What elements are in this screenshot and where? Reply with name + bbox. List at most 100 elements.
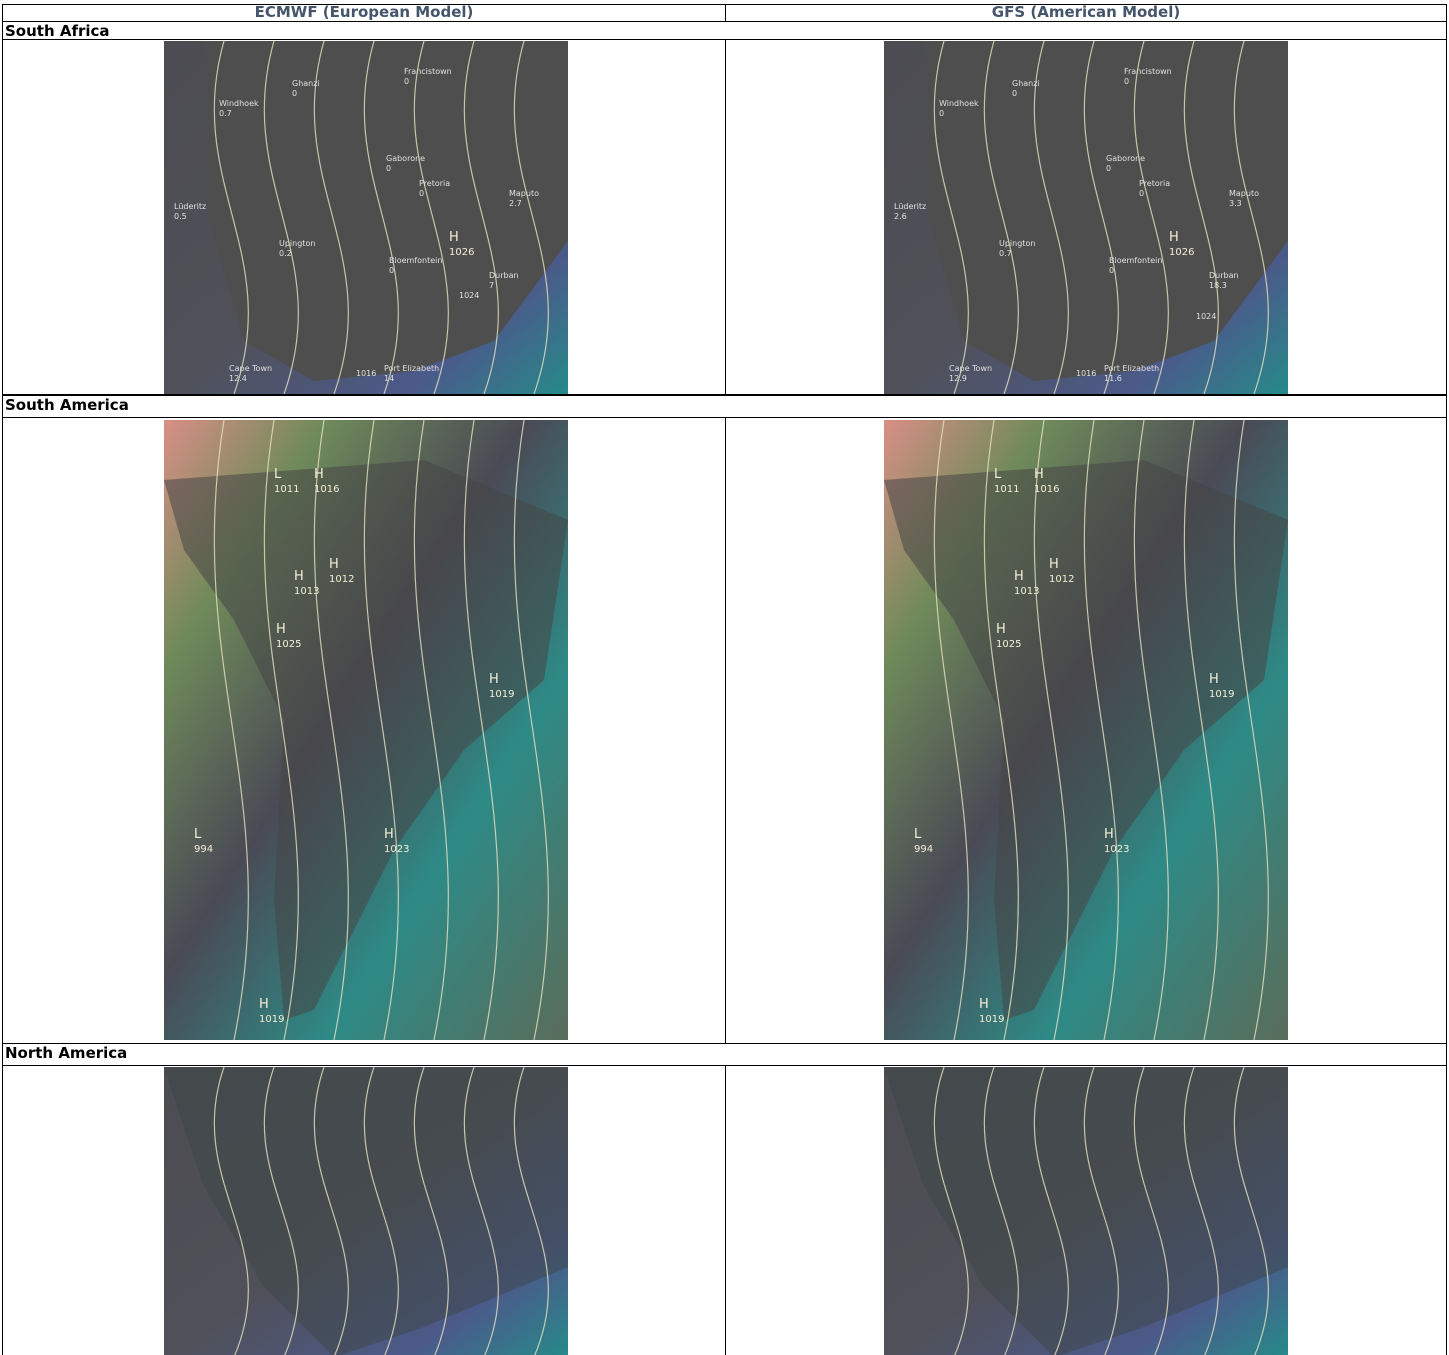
map-label: H xyxy=(996,622,1006,637)
isobar xyxy=(513,1067,549,1355)
header-cell: ECMWF (European Model) xyxy=(2,4,726,22)
map-label: Lüderitz xyxy=(894,202,926,211)
map-label: H xyxy=(1209,672,1219,687)
isobar xyxy=(213,1067,249,1355)
map-label: 1016 xyxy=(1076,369,1096,378)
isobar xyxy=(263,420,299,1040)
map-label: 1013 xyxy=(294,586,319,597)
isobar xyxy=(263,1067,299,1355)
isobar xyxy=(463,1067,499,1355)
isobar xyxy=(1183,41,1219,394)
map-label: Bloemfontein xyxy=(1109,256,1162,265)
isobar xyxy=(983,1067,1019,1355)
map-label: 1024 xyxy=(1196,312,1216,321)
map-label: 0.5 xyxy=(174,212,187,221)
map-label: H xyxy=(276,622,286,637)
isobar xyxy=(313,1067,349,1355)
map-label: 2.6 xyxy=(894,212,907,221)
map-label: 1011 xyxy=(274,484,299,495)
map-label: 1016 xyxy=(314,484,339,495)
isobar xyxy=(1183,1067,1219,1355)
isobar xyxy=(213,41,249,394)
map-label: L xyxy=(914,827,922,842)
map-label: H xyxy=(1014,569,1024,584)
map-label: Bloemfontein xyxy=(389,256,442,265)
map-label: 3.3 xyxy=(1229,199,1242,208)
isobar xyxy=(363,1067,399,1355)
map-label: Pretoria xyxy=(419,179,450,188)
weather-map: Windhoek0Ghanzi0Francistown0Gaborone0Pre… xyxy=(884,41,1288,394)
land xyxy=(924,41,1288,381)
weather-map: L 1011 H 1016 H 1012 H 1013 H 1025 H 1019 L 994 H 1023 H… xyxy=(164,420,568,1040)
isobar xyxy=(1083,1067,1119,1355)
map-label: 1025 xyxy=(276,639,301,650)
weather-map xyxy=(164,1067,568,1355)
map-label: Maputo xyxy=(509,189,539,198)
map-label: H xyxy=(1104,827,1114,842)
map-label: 1013 xyxy=(1014,586,1039,597)
isobar xyxy=(263,41,299,394)
map-label: 0 xyxy=(1124,77,1129,86)
map-label: 1019 xyxy=(1209,689,1234,700)
map-label: Durban xyxy=(1209,271,1239,280)
isobar xyxy=(1083,41,1119,394)
map-label: 12.9 xyxy=(949,374,967,383)
header-cell: GFS (American Model) xyxy=(725,4,1447,22)
map-label: 1023 xyxy=(384,844,409,855)
map-label: 1011 xyxy=(994,484,1019,495)
map-label: 1026 xyxy=(449,247,474,258)
map-label: 0 xyxy=(1139,189,1144,198)
map-label: 1025 xyxy=(996,639,1021,650)
map-label: H xyxy=(489,672,499,687)
map-label: 12.4 xyxy=(229,374,247,383)
isobar xyxy=(513,420,549,1040)
map-label: Francistown xyxy=(404,67,452,76)
isobar xyxy=(313,41,349,394)
isobar xyxy=(413,41,449,394)
map-label: 0 xyxy=(292,89,297,98)
map-label: 994 xyxy=(194,844,213,855)
isobar xyxy=(1233,1067,1269,1355)
isobar xyxy=(1133,420,1169,1040)
map-label: 0 xyxy=(389,266,394,275)
map-label: H xyxy=(294,569,304,584)
image-cell xyxy=(725,39,1447,395)
map-label: Maputo xyxy=(1229,189,1259,198)
weather-map xyxy=(884,1067,1288,1355)
map-label: Francistown xyxy=(1124,67,1172,76)
isobar xyxy=(1033,1067,1069,1355)
isobar xyxy=(513,41,549,394)
map-label: 1019 xyxy=(979,1014,1004,1025)
isobar xyxy=(983,420,1019,1040)
map-label: 1012 xyxy=(329,574,354,585)
map-label: 1026 xyxy=(1169,247,1194,258)
region-row: North America xyxy=(2,1043,1447,1066)
map-label: 1023 xyxy=(1104,844,1129,855)
map-label: H xyxy=(979,997,989,1012)
isobar xyxy=(363,420,399,1040)
isobar xyxy=(1133,41,1169,394)
isobar xyxy=(933,41,969,394)
map-label: H xyxy=(314,467,324,482)
map-label: Pretoria xyxy=(1139,179,1170,188)
isobar xyxy=(1133,1067,1169,1355)
map-label: 0 xyxy=(419,189,424,198)
isobar xyxy=(933,420,969,1040)
map-label: Port Elizabeth xyxy=(384,364,439,373)
map-label: 994 xyxy=(914,844,933,855)
map-label: H xyxy=(1169,230,1179,245)
isobar xyxy=(983,41,1019,394)
map-label: L xyxy=(274,467,282,482)
map-label: 2.7 xyxy=(509,199,522,208)
isobar xyxy=(463,41,499,394)
map-label: 7 xyxy=(489,281,494,290)
isobar xyxy=(1183,420,1219,1040)
map-label: 0.2 xyxy=(279,249,292,258)
map-label: L xyxy=(194,827,202,842)
map-label: Upington xyxy=(279,239,315,248)
region-row: South Africa xyxy=(2,21,1447,40)
map-label: H xyxy=(384,827,394,842)
map-label: 11.6 xyxy=(1104,374,1122,383)
map-label: Lüderitz xyxy=(174,202,206,211)
isobar xyxy=(1083,420,1119,1040)
